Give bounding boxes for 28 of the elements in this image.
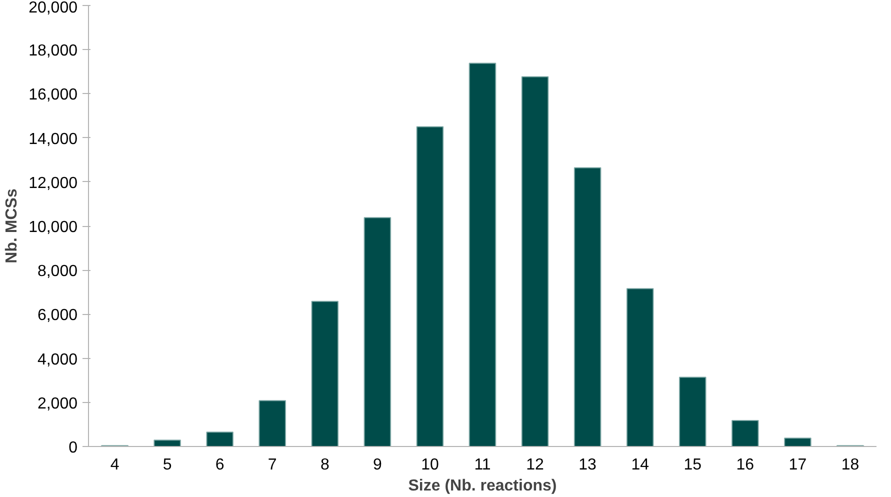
y-tick-label: 6,000 — [37, 307, 78, 324]
x-tick-label: 18 — [841, 456, 860, 474]
x-tick-label: 14 — [631, 456, 650, 474]
y-tick-label: 12,000 — [28, 174, 78, 192]
x-tick-label: 13 — [578, 456, 597, 474]
x-tick-label: 10 — [421, 456, 439, 474]
x-tick-label: 12 — [526, 456, 544, 474]
y-tick-label: 8,000 — [37, 263, 78, 280]
y-tick-label: 10,000 — [28, 219, 78, 236]
y-tick-label: 4,000 — [37, 351, 78, 368]
y-tick-label: 20,000 — [28, 0, 78, 16]
x-tick-label: 11 — [474, 456, 491, 474]
y-tick-label: 2,000 — [37, 395, 78, 412]
x-tick-label: 5 — [162, 456, 172, 474]
x-tick-label: 9 — [372, 456, 382, 474]
x-tick-label: 7 — [268, 456, 277, 474]
y-tick-label: 14,000 — [28, 130, 78, 148]
y-tick-label: 18,000 — [28, 42, 78, 60]
x-axis-title: Size (Nb. reactions) — [408, 478, 557, 494]
y-tick-label: 0 — [68, 440, 78, 456]
x-tick-label: 6 — [215, 456, 224, 474]
x-tick-label: 4 — [110, 456, 120, 474]
y-axis-title: Nb. MCSs — [4, 188, 21, 264]
x-tick-label: 8 — [320, 456, 330, 474]
x-tick-label: 16 — [736, 456, 754, 474]
x-tick-label: 15 — [684, 456, 702, 474]
x-tick-label: 17 — [788, 456, 807, 474]
y-tick-label: 16,000 — [28, 86, 78, 104]
